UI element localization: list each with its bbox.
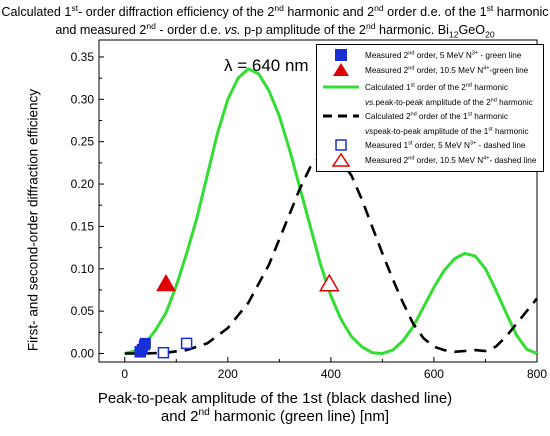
legend-entry: Measured 2nd order, 5 MeV N3+ - green li… [365, 50, 522, 60]
chart-title-line-2: and measured 2nd - order d.e. vs. p-p am… [55, 20, 495, 40]
legend-symbol [333, 63, 349, 76]
open-blue-square-marker [180, 337, 193, 350]
legend-entry: Measured 2nd order, 10.5 MeV N4+- dashed… [365, 155, 537, 165]
x-tick-label: 400 [321, 367, 341, 381]
green-solid-curve [124, 67, 538, 355]
wavelength-annotation: λ = 640 nm [224, 56, 309, 75]
legend-entry: Calculated 2nd order of the 1st harmonic [365, 111, 508, 121]
y-tick-label: 0.00 [71, 347, 95, 361]
chart-legend: Measured 2nd order, 5 MeV N3+ - green li… [316, 44, 544, 172]
filled-blue-square-marker [139, 337, 151, 349]
y-tick-label: 0.35 [71, 50, 95, 64]
x-tick-label: 0 [121, 367, 128, 381]
legend-entry: vs.peak-to-peak amplitude of the 2nd har… [365, 97, 533, 107]
y-tick-label: 0.25 [71, 135, 95, 149]
black-dashed-curve [124, 153, 539, 355]
y-tick-label: 0.30 [71, 92, 95, 106]
filled-red-triangle-marker [156, 274, 176, 292]
chart-title-line-1: Calculated 1st- order diffraction effici… [1, 2, 549, 19]
legend-symbol [323, 114, 359, 118]
legend-entry: Measured 1st order, 5 MeV N3+ - dashed l… [365, 140, 526, 150]
y-tick-label: 0.05 [71, 304, 95, 318]
x-tick-label: 600 [424, 367, 444, 381]
legend-entry: Calculated 1st order of the 2nd harmonic [365, 82, 508, 92]
legend-symbol [335, 49, 347, 61]
legend-entry: vspeak-to-peak amplitude of the 1st harm… [365, 126, 529, 136]
legend-symbol [331, 153, 351, 167]
plot-frame [98, 39, 538, 363]
y-tick-label: 0.10 [71, 262, 95, 276]
legend-symbol [323, 85, 359, 89]
x-axis-label-line-1: Peak-to-peak amplitude of the 1st (black… [97, 390, 453, 407]
x-tick-label: 800 [527, 367, 547, 381]
y-tick-label: 0.20 [71, 177, 95, 191]
x-axis-label-line-2: and 2nd harmonic (green line) [nm] [160, 407, 390, 425]
legend-entry: Measured 2nd order, 10.5 MeV N4+-green l… [365, 65, 529, 75]
y-tick-label: 0.15 [71, 219, 95, 233]
open-blue-square-marker [157, 346, 170, 359]
y-axis-label: First- and second-order diffraction effi… [25, 88, 41, 352]
open-red-triangle-marker [319, 273, 340, 292]
legend-symbol [335, 139, 347, 151]
x-tick-label: 200 [218, 367, 238, 381]
